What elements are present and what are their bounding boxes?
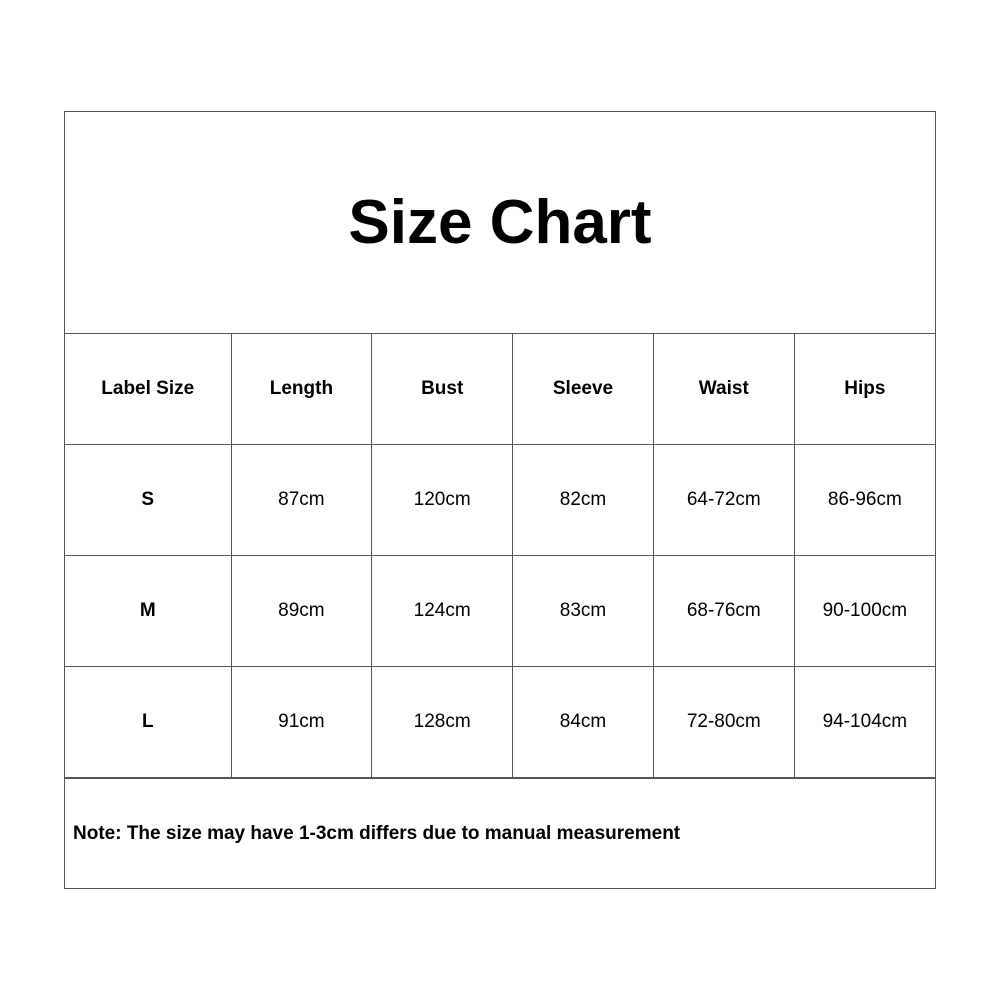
table-cell: 86-96cm [793,444,935,556]
header-cell: Waist [652,334,795,445]
page-title: Size Chart [65,112,935,334]
size-chart: Size Chart Label Size Length Bust Sleeve… [64,111,936,889]
table-cell: 89cm [230,555,373,667]
table-row: L 91cm 128cm 84cm 72-80cm 94-104cm [65,666,935,778]
table-cell: 124cm [371,555,514,667]
table-cell: 68-76cm [652,555,795,667]
table-cell: 84cm [512,666,654,778]
table-cell: 94-104cm [793,666,935,778]
table-cell: 83cm [512,555,654,667]
size-table: Label Size Length Bust Sleeve Waist Hips… [65,334,935,778]
size-cell: S [65,444,232,556]
table-cell: 91cm [230,666,373,778]
table-cell: 72-80cm [652,666,795,778]
header-cell: Hips [793,334,935,445]
table-header-row: Label Size Length Bust Sleeve Waist Hips [65,334,935,445]
header-cell: Bust [371,334,514,445]
table-cell: 64-72cm [652,444,795,556]
header-cell: Label Size [65,334,232,445]
table-cell: 90-100cm [793,555,935,667]
table-cell: 120cm [371,444,514,556]
size-cell: L [65,666,232,778]
header-cell: Sleeve [512,334,654,445]
table-cell: 82cm [512,444,654,556]
table-row: M 89cm 124cm 83cm 68-76cm 90-100cm [65,555,935,667]
size-cell: M [65,555,232,667]
table-cell: 128cm [371,666,514,778]
measurement-note: Note: The size may have 1-3cm differs du… [65,778,935,888]
table-row: S 87cm 120cm 82cm 64-72cm 86-96cm [65,444,935,556]
header-cell: Length [230,334,373,445]
table-cell: 87cm [230,444,373,556]
